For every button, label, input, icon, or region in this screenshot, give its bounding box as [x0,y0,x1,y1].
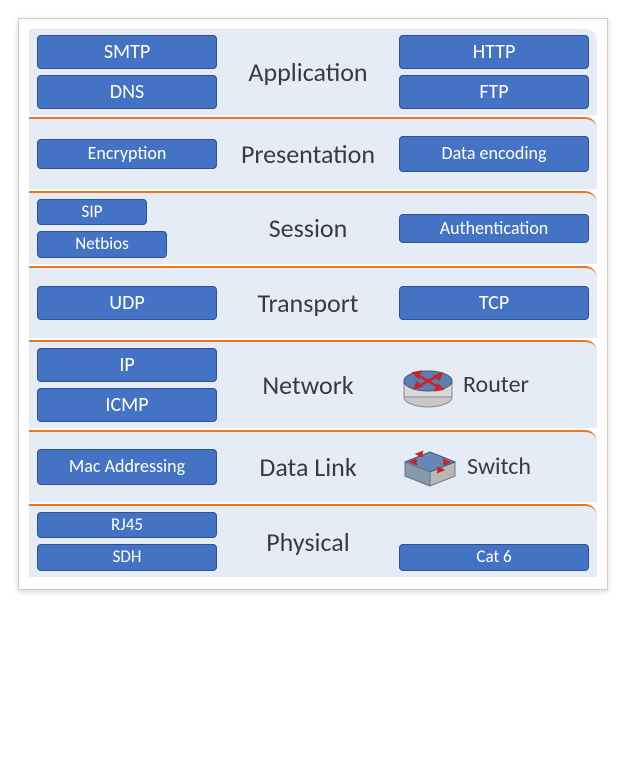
layer-right-col: Switch [399,442,589,492]
layer-title: Data Link [223,451,393,483]
layer-title: Physical [223,526,393,558]
device-label-switch: Switch [467,452,531,481]
tag-smtp: SMTP [37,35,217,69]
layer-right-col: Router [399,359,589,411]
layer-physical: RJ45 SDH Physical Cat 6 [29,504,597,577]
device-label-router: Router [463,370,529,399]
layer-transport: UDP Transport TCP [29,266,597,338]
layer-left-col: SIP Netbios [37,199,217,258]
tag-ip: IP [37,348,217,382]
layer-datalink: Mac Addressing Data Link Switch [29,430,597,502]
tag-mac-addressing: Mac Addressing [37,449,217,485]
layer-title: Presentation [223,138,393,170]
layer-left-col: IP ICMP [37,348,217,422]
router-icon [399,359,457,411]
layer-left-col: Encryption [37,139,217,169]
layer-left-col: SMTP DNS [37,35,217,109]
layer-presentation: Encryption Presentation Data encoding [29,117,597,189]
tag-authentication: Authentication [399,214,589,244]
tag-sip: SIP [37,199,147,225]
tag-http: HTTP [399,35,589,69]
layer-session: SIP Netbios Session Authentication [29,191,597,264]
tag-dns: DNS [37,75,217,109]
tag-ftp: FTP [399,75,589,109]
layer-title: Application [223,56,393,88]
switch-icon [399,442,461,492]
layer-application: SMTP DNS Application HTTP FTP [29,29,597,115]
layer-right-col: Data encoding [399,136,589,172]
tag-rj45: RJ45 [37,512,217,538]
tag-icmp: ICMP [37,388,217,422]
tag-sdh: SDH [37,544,217,570]
tag-cat6: Cat 6 [399,544,589,570]
layer-left-col: UDP [37,286,217,320]
layer-title: Transport [223,287,393,319]
layer-left-col: Mac Addressing [37,449,217,485]
tag-encryption: Encryption [37,139,217,169]
layer-left-col: RJ45 SDH [37,512,217,571]
layer-title: Session [223,212,393,244]
tag-netbios: Netbios [37,231,167,257]
layer-right-col: HTTP FTP [399,35,589,109]
layer-right-col: Cat 6 [399,512,589,571]
layer-right-col: Authentication [399,214,589,244]
tag-tcp: TCP [399,286,589,320]
layer-network: IP ICMP Network Router [29,340,597,428]
layer-right-col: TCP [399,286,589,320]
tag-data-encoding: Data encoding [399,136,589,172]
layer-title: Network [223,369,393,401]
osi-diagram: SMTP DNS Application HTTP FTP Encryption… [18,18,608,590]
tag-udp: UDP [37,286,217,320]
